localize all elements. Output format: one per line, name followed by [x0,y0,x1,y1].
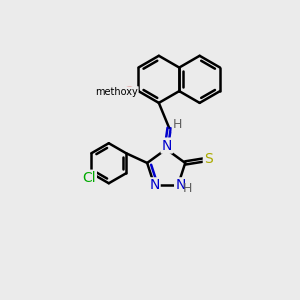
Text: O: O [123,85,134,99]
Text: N: N [175,178,185,192]
Text: methoxy: methoxy [95,87,138,97]
Text: S: S [204,152,213,166]
Text: N: N [162,139,172,153]
Text: H: H [173,118,182,131]
Text: H: H [183,182,192,195]
Text: Cl: Cl [82,171,96,185]
Text: N: N [149,178,160,192]
